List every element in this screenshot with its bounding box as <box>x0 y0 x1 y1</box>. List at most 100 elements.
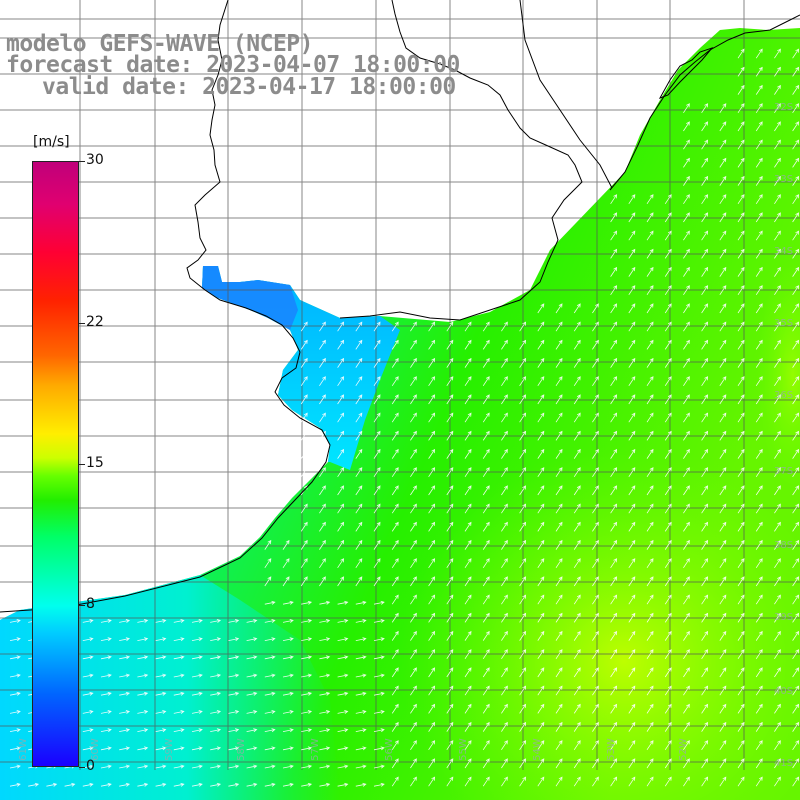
wind-arrow <box>446 594 454 605</box>
wind-arrow <box>555 703 563 714</box>
wind-arrow <box>537 321 545 332</box>
wind-arrow <box>501 412 508 423</box>
wind-arrow <box>792 539 800 550</box>
wind-arrow <box>737 66 745 77</box>
wind-arrow <box>301 764 313 769</box>
wind-arrow <box>482 740 490 751</box>
wind-arrow <box>464 467 472 478</box>
wind-arrow <box>792 266 800 277</box>
wind-arrow <box>391 667 399 678</box>
wind-arrow <box>519 394 527 405</box>
wind-arrow <box>646 649 654 660</box>
wind-arrow <box>428 758 436 769</box>
wind-arrow <box>301 673 313 678</box>
wind-arrow <box>446 467 454 478</box>
wind-arrow <box>755 594 763 605</box>
wind-arrow <box>173 619 185 623</box>
lat-label: 37S <box>774 466 794 477</box>
wind-arrow <box>410 357 417 368</box>
wind-arrow <box>337 376 345 387</box>
wind-arrow <box>137 710 149 714</box>
wind-arrow <box>610 266 618 277</box>
wind-arrow <box>573 430 581 441</box>
wind-arrow <box>355 576 363 587</box>
wind-arrow <box>501 503 508 514</box>
wind-arrow <box>737 230 745 241</box>
wind-arrow <box>683 721 690 732</box>
wind-arrow <box>610 394 618 405</box>
wind-arrow <box>573 485 581 496</box>
wind-arrow <box>300 357 308 368</box>
wind-arrow <box>119 782 131 787</box>
wind-arrow <box>664 248 672 259</box>
wind-arrow <box>155 637 167 642</box>
wind-arrow <box>537 649 545 660</box>
colorbar-tick-label: 8 <box>86 596 95 613</box>
wind-arrow <box>664 485 672 496</box>
wind-arrow <box>792 376 800 387</box>
wind-arrow <box>701 630 709 641</box>
wind-arrow <box>719 521 727 532</box>
wind-arrow <box>628 485 636 496</box>
wind-arrow <box>300 503 308 514</box>
wind-arrow <box>664 357 672 368</box>
wind-arrow <box>464 612 472 623</box>
wind-arrow <box>683 121 690 132</box>
wind-arrow <box>701 539 709 550</box>
wind-arrow <box>774 467 781 478</box>
wind-arrow <box>701 248 709 259</box>
wind-arrow <box>519 703 527 714</box>
wind-arrow <box>501 521 508 532</box>
wind-arrow <box>100 728 112 733</box>
wind-arrow <box>228 764 240 769</box>
wind-arrow <box>373 467 381 478</box>
wind-arrow <box>737 412 745 423</box>
wind-arrow <box>737 357 745 368</box>
wind-arrow <box>646 594 654 605</box>
wind-arrow <box>464 721 472 732</box>
wind-arrow <box>701 721 709 732</box>
wind-arrow <box>664 758 672 769</box>
wind-arrow <box>264 558 272 569</box>
wind-arrow <box>664 576 672 587</box>
wind-arrow <box>774 703 781 714</box>
wind-arrow <box>482 649 490 660</box>
wind-arrow <box>646 612 654 623</box>
wind-arrow <box>737 285 745 296</box>
wind-arrow <box>446 339 454 350</box>
colorbar-tick-label: 22 <box>86 313 104 330</box>
wind-arrow <box>755 194 763 205</box>
wind-arrow <box>428 539 436 550</box>
wind-arrow <box>646 412 654 423</box>
wind-arrow <box>428 776 436 787</box>
wind-arrow <box>719 485 727 496</box>
wind-arrow <box>173 782 185 787</box>
wind-arrow <box>610 194 618 205</box>
wind-arrow <box>537 667 545 678</box>
wind-arrow <box>464 339 472 350</box>
wind-arrow <box>683 467 690 478</box>
wind-arrow <box>391 776 399 787</box>
wind-arrow <box>319 521 326 532</box>
wind-arrow <box>719 157 727 168</box>
lon-label: 54W <box>531 738 543 761</box>
wind-arrow <box>537 303 545 314</box>
wind-arrow <box>319 558 326 569</box>
wind-arrow <box>300 394 308 405</box>
wind-arrow <box>792 248 800 259</box>
wind-arrow <box>573 612 581 623</box>
wind-arrow <box>610 703 618 714</box>
wind-arrow <box>246 782 258 787</box>
wind-arrow <box>264 655 276 660</box>
wind-arrow <box>173 746 185 751</box>
wind-arrow <box>737 121 745 132</box>
wind-arrow <box>792 430 800 441</box>
wind-arrow <box>592 521 599 532</box>
wind-arrow <box>774 485 781 496</box>
wind-arrow <box>155 728 167 733</box>
wind-arrow <box>337 503 345 514</box>
colorbar-tick-mark <box>79 767 85 768</box>
wind-arrow <box>755 321 763 332</box>
wind-arrow <box>446 321 454 332</box>
wind-arrow <box>482 685 490 696</box>
